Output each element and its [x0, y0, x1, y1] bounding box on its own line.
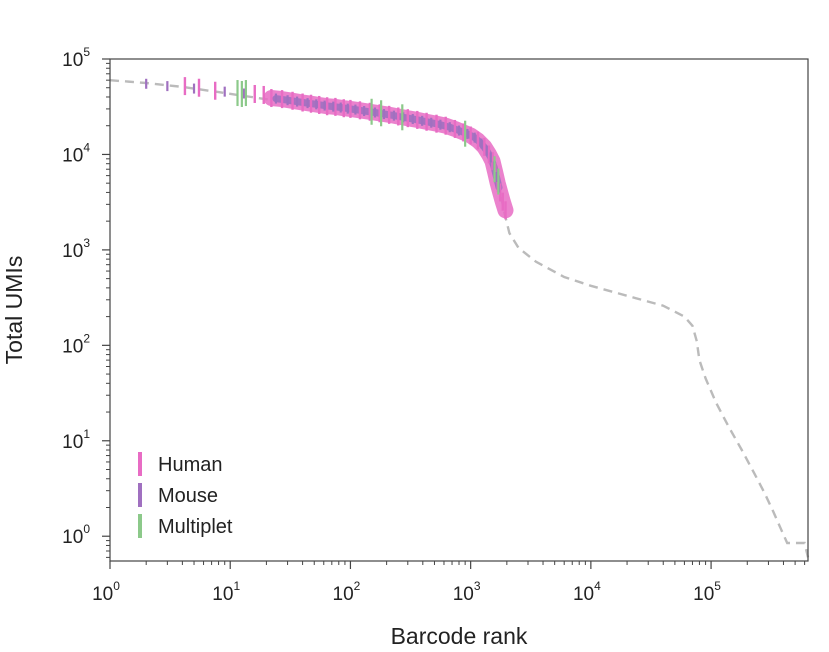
y-tick-label: 102	[62, 331, 90, 357]
legend-label-multiplet: Multiplet	[158, 516, 233, 538]
x-tick-label: 104	[573, 579, 601, 605]
x-tick-label: 101	[212, 579, 240, 605]
x-tick-label: 105	[693, 579, 721, 605]
y-tick-label: 103	[62, 236, 90, 262]
x-tick-label: 103	[453, 579, 481, 605]
y-tick-label: 104	[62, 140, 90, 166]
y-tick-labels: 100 101 102 103 104 105	[62, 45, 90, 548]
plot-frame	[109, 58, 809, 562]
x-axis-title: Barcode rank	[391, 623, 528, 649]
y-tick-label: 105	[62, 45, 90, 71]
y-axis-title: Total UMIs	[1, 256, 27, 365]
legend-label-mouse: Mouse	[158, 485, 218, 507]
legend: Human Mouse Multiplet	[138, 452, 233, 538]
x-tick-labels: 100 101 102 103 104 105	[92, 579, 721, 605]
x-tick-label: 102	[333, 579, 361, 605]
x-tick-label: 100	[92, 579, 120, 605]
minor-tick-marks	[106, 62, 806, 565]
legend-label-human: Human	[158, 454, 222, 476]
y-tick-label: 100	[62, 522, 90, 548]
major-tick-marks	[102, 58, 712, 569]
y-tick-label: 101	[62, 427, 90, 453]
barcode-points-layer	[145, 77, 514, 220]
